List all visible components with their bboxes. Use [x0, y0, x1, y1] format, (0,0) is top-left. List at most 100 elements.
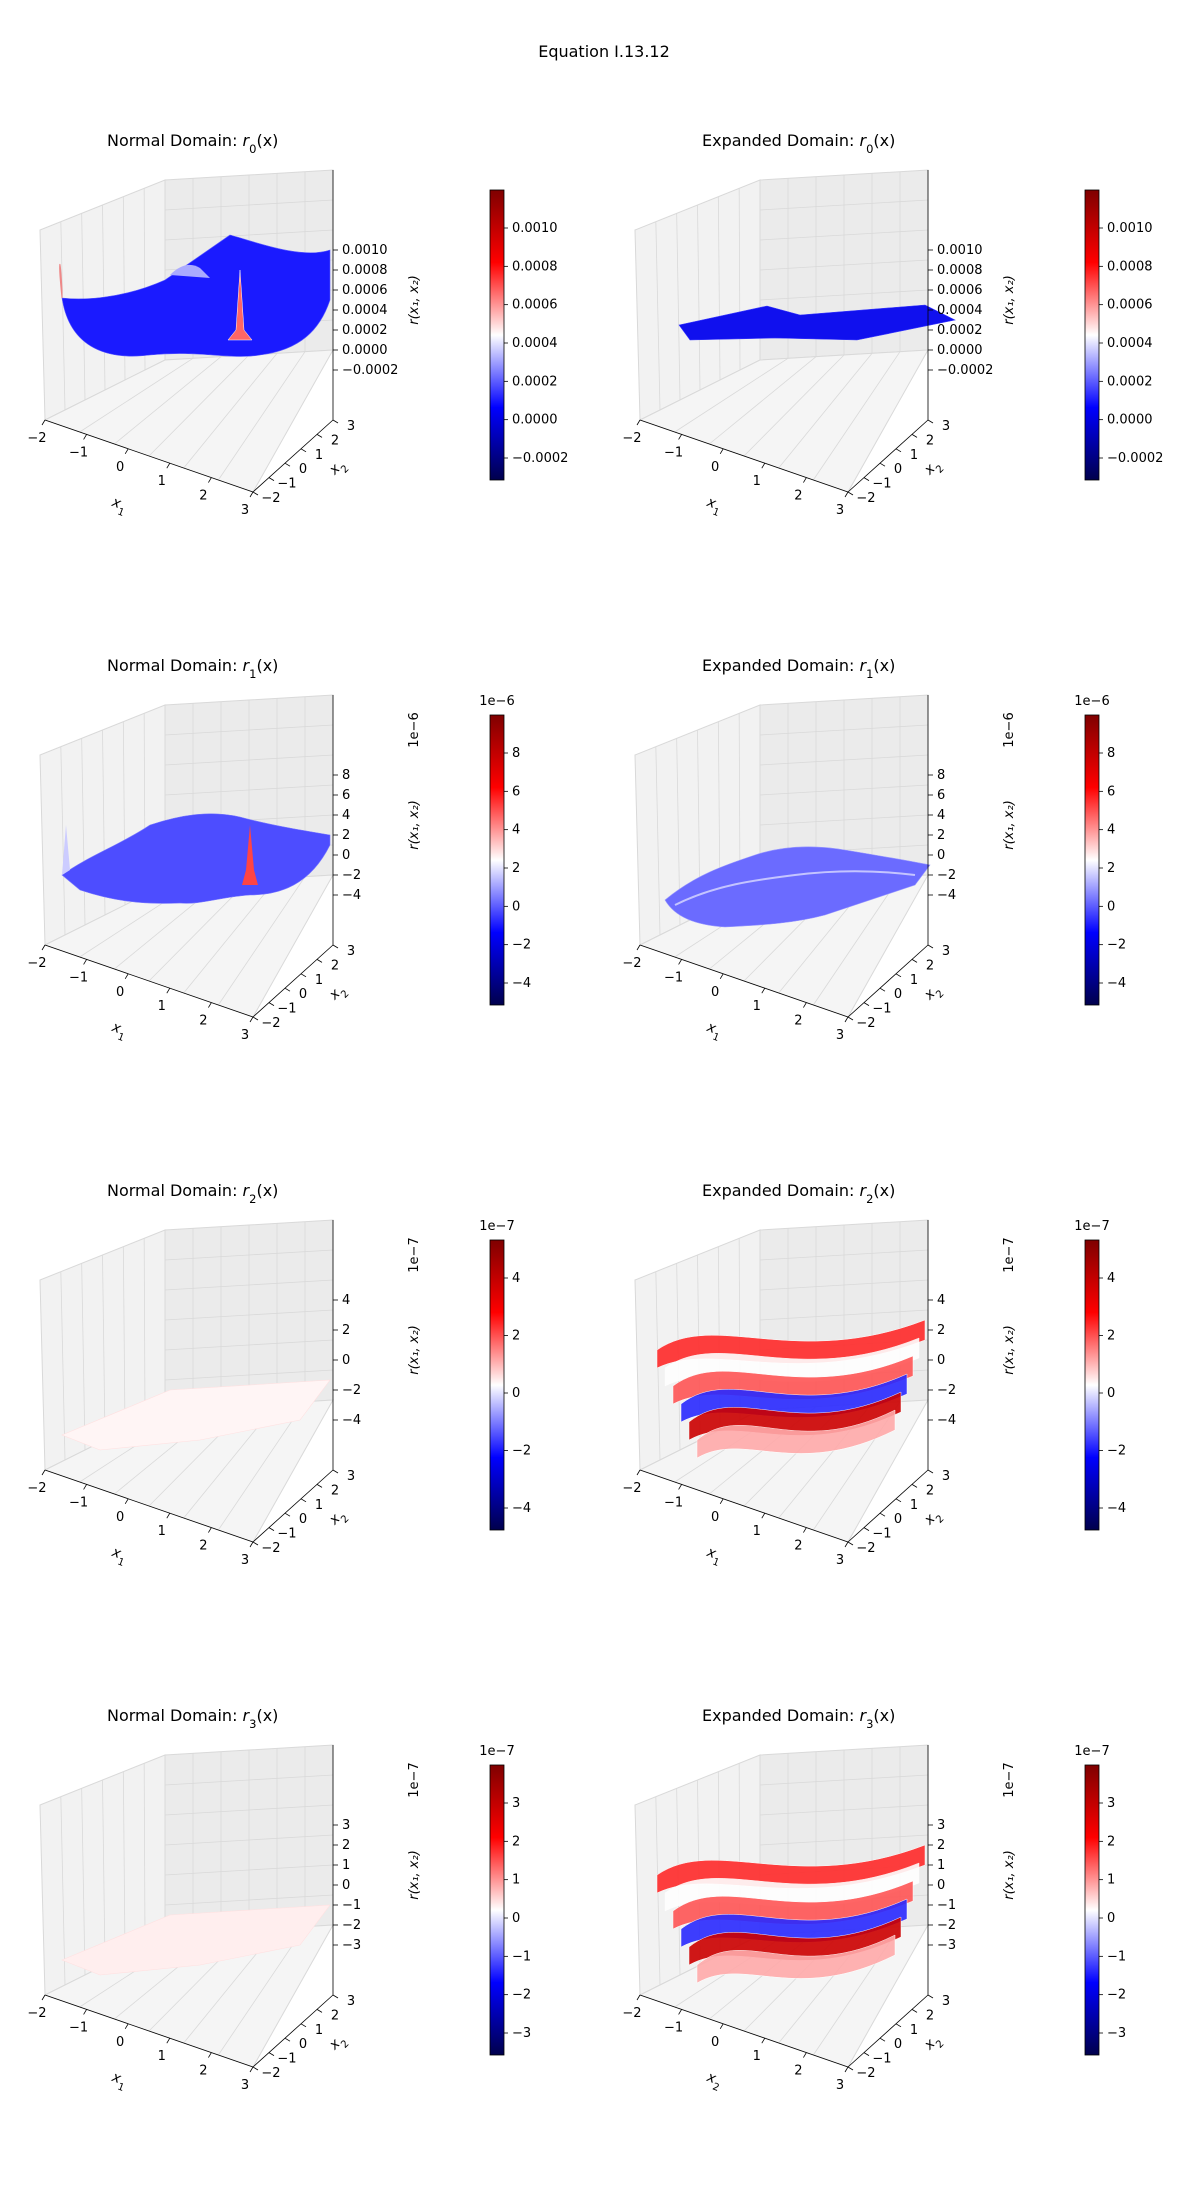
- z-tick-label: −2: [342, 1383, 361, 1398]
- z-tick-label: 6: [937, 788, 945, 803]
- y-axis-label: x2: [326, 981, 352, 1007]
- y-tick-label: −2: [261, 2066, 280, 2081]
- colorbar-tick-label: −2: [512, 1988, 531, 2003]
- x-axis-label: x1: [702, 494, 724, 519]
- z-tick-label: −2: [937, 1918, 956, 1933]
- grid-line: [778, 353, 873, 469]
- colorbar-tick-label: 4: [512, 823, 520, 838]
- x-axis-line: [44, 1994, 254, 2068]
- y-tick: [911, 1484, 918, 1488]
- z-tick-label: 0: [342, 848, 350, 863]
- y-tick-label: 1: [315, 2023, 323, 2038]
- y-tick-label: 3: [347, 419, 355, 434]
- colorbar-tick-label: −2: [1107, 938, 1126, 953]
- panel-title: Normal Domain: r3(x): [107, 1706, 278, 1731]
- y-tick-label: −2: [856, 1541, 875, 1556]
- x-tick-label: 1: [753, 999, 761, 1014]
- x-tick: [166, 2037, 171, 2044]
- z-tick-label: 0.0000: [937, 343, 983, 358]
- y-tick-label: 2: [926, 433, 934, 448]
- y-tick-label: 3: [347, 1469, 355, 1484]
- x-tick-label: 2: [199, 2064, 207, 2079]
- colorbar-tick-label: −4: [1107, 1501, 1126, 1516]
- x-axis-label: x1: [107, 494, 129, 519]
- z-tick-label: 0: [342, 1353, 350, 1368]
- y-axis-line: [252, 419, 334, 493]
- y-tick: [847, 1541, 854, 1546]
- y-tick: [300, 448, 307, 453]
- colorbar-tick-label: 0.0008: [512, 259, 558, 274]
- colorbar-tick-label: 0.0006: [512, 298, 558, 313]
- z-tick-label: −1: [342, 1898, 361, 1913]
- x-tick-label: −1: [664, 970, 683, 985]
- y-tick-label: −1: [872, 1002, 891, 1017]
- grid-line: [183, 878, 278, 994]
- x-tick: [678, 1484, 682, 1490]
- z-tick-label: 2: [937, 828, 945, 843]
- surface: [664, 846, 931, 928]
- y-axis-label: x2: [921, 981, 947, 1007]
- y-axis-line: [252, 944, 334, 1018]
- colorbar-tick-label: −4: [1107, 976, 1126, 991]
- x-tick: [249, 1541, 254, 1548]
- colorbar-tick-label: −0.0002: [1107, 451, 1163, 466]
- surface-peak: [62, 825, 70, 875]
- z-tick-label: 0: [937, 1878, 945, 1893]
- grid-line: [143, 1763, 146, 1946]
- z-axis-label: r(x₁, x₂): [1002, 275, 1017, 325]
- x-tick-label: −2: [27, 2006, 46, 2021]
- y-tick: [927, 1994, 934, 1999]
- y-tick: [879, 1512, 886, 1517]
- y-tick-label: 0: [299, 462, 307, 477]
- colorbar-offset-label: 1e−7: [479, 1219, 514, 1234]
- surface-ridge: [170, 264, 210, 278]
- x-tick: [761, 1512, 766, 1519]
- y-tick: [927, 419, 934, 424]
- panel-title: Expanded Domain: r0(x): [702, 131, 895, 156]
- x-tick: [83, 1484, 87, 1490]
- x-tick-label: 1: [158, 999, 166, 1014]
- colorbar-tick-label: 0.0010: [512, 221, 558, 236]
- panel-7: Normal Domain: r3(x)−2−10123x1−2−10123x2…: [27, 1706, 531, 2094]
- z-tick-label: −2: [342, 868, 361, 883]
- colorbar-tick-label: 2: [512, 1834, 520, 1849]
- x-tick: [678, 434, 682, 440]
- y-tick-label: 0: [299, 1512, 307, 1527]
- y-tick: [332, 419, 339, 424]
- colorbar-tick-label: −4: [512, 976, 531, 991]
- x-axis-line: [44, 944, 254, 1018]
- z-offset-label: 1e−7: [407, 1762, 422, 1797]
- y-tick: [284, 462, 291, 467]
- x-tick-label: 3: [241, 1028, 249, 1043]
- x-tick-label: −1: [664, 1495, 683, 1510]
- colorbar-tick-label: 2: [512, 861, 520, 876]
- colorbar: [1084, 714, 1100, 1006]
- grid-line: [164, 1894, 334, 1906]
- x-tick: [249, 491, 254, 498]
- colorbar-tick-label: 0.0002: [1107, 374, 1153, 389]
- z-tick-label: −3: [342, 1938, 361, 1953]
- x-tick-label: 3: [836, 503, 844, 518]
- x-tick: [166, 987, 171, 994]
- y-tick-label: 2: [926, 2008, 934, 2023]
- z-tick-label: 0: [937, 848, 945, 863]
- colorbar-tick-label: 0: [1107, 899, 1115, 914]
- z-axis-label: r(x₁, x₂): [407, 1850, 422, 1900]
- panel-title: Normal Domain: r2(x): [107, 1181, 278, 1206]
- surface-peak: [227, 269, 253, 341]
- surface: [61, 813, 331, 904]
- z-tick-label: 4: [937, 808, 945, 823]
- x-tick-label: 2: [794, 1539, 802, 1554]
- z-tick-label: −4: [937, 1413, 956, 1428]
- panel-title: Expanded Domain: r1(x): [702, 656, 895, 681]
- y-tick-label: 0: [299, 2037, 307, 2052]
- z-tick-label: 2: [342, 1323, 350, 1338]
- colorbar: [489, 714, 505, 1006]
- x-tick: [844, 1541, 849, 1548]
- y-tick-label: 3: [942, 944, 950, 959]
- x-tick: [761, 462, 766, 469]
- y-tick-label: 2: [331, 2008, 339, 2023]
- y-tick-label: 2: [331, 958, 339, 973]
- x-tick: [124, 2023, 129, 2030]
- y-tick-label: −2: [856, 2066, 875, 2081]
